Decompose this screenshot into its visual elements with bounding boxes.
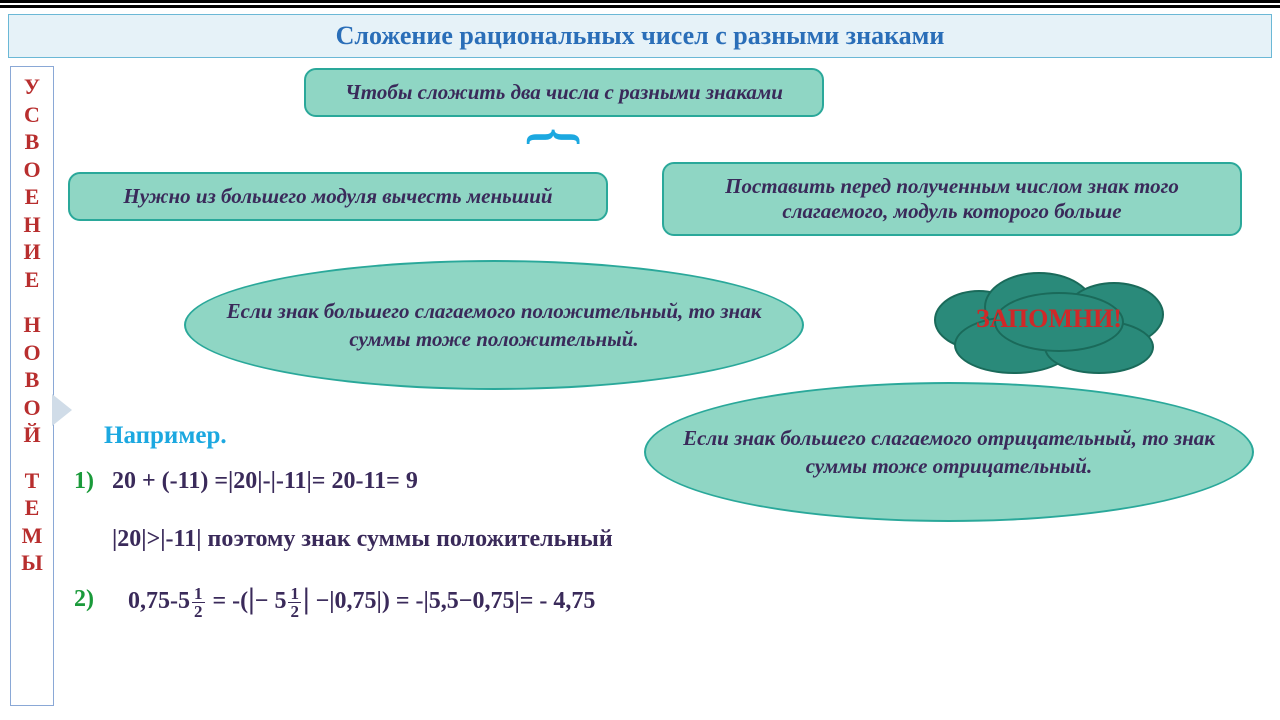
step2-text: Поставить перед полученным числом знак т… [725, 174, 1179, 223]
sidebar-letter: О [23, 394, 40, 422]
ex1-num: 1) [74, 468, 94, 495]
ex2-num: 2) [74, 586, 94, 613]
step1-box: Нужно из большего модуля вычесть меньший [68, 172, 608, 221]
ellipse-negative-text: Если знак большего слагаемого отрицатель… [682, 424, 1216, 481]
sidebar-letter: Е [25, 494, 40, 522]
step2-box: Поставить перед полученным числом знак т… [662, 162, 1242, 236]
content: Чтобы сложить два числа с разными знакам… [54, 66, 1280, 706]
sidebar-letter: И [23, 238, 40, 266]
sidebar-letter: Е [25, 266, 40, 294]
title-bar: Сложение рациональных чисел с разными зн… [8, 14, 1272, 58]
rule-text: Чтобы сложить два числа с разными знакам… [345, 80, 783, 104]
page-title: Сложение рациональных чисел с разными зн… [336, 21, 945, 50]
sidebar-letter: Т [25, 467, 40, 495]
sidebar-letter: Ы [21, 549, 43, 577]
ex1-line1: 20 + (-11) =|20|-|-11|= 20-11= 9 [112, 468, 418, 495]
sidebar-letter: У [24, 73, 40, 101]
ex2-c: − 5 [255, 588, 287, 614]
sidebar-letter: О [23, 156, 40, 184]
sidebar-letter: С [24, 101, 40, 129]
sidebar: УСВОЕНИЕНОВОЙТЕМЫ [10, 66, 54, 706]
frac1: 12 [192, 585, 205, 620]
ellipse-positive-text: Если знак большего слагаемого положитель… [222, 297, 766, 354]
sidebar-letter: М [22, 522, 43, 550]
brace-icon: { [520, 128, 594, 146]
sidebar-letter: Й [23, 421, 40, 449]
ex2-b: = -( [207, 588, 249, 614]
rule-box: Чтобы сложить два числа с разными знакам… [304, 68, 824, 117]
ellipse-negative: Если знак большего слагаемого отрицатель… [644, 382, 1254, 522]
ex2-formula: 0,75-512 = -(|− 512| −|0,75|) = -|5,5−0,… [128, 582, 595, 620]
ex2-d: −|0,75|) = -|5,5−0,75|= - 4,75 [310, 588, 596, 614]
example-heading: Например. [104, 422, 227, 450]
sidebar-letter: О [23, 339, 40, 367]
ex1-line2: |20|>|-11| поэтому знак суммы положитель… [112, 526, 613, 553]
remember-cloud: ЗАПОМНИ! [924, 266, 1174, 376]
sidebar-letter: В [25, 366, 40, 394]
sidebar-letter: Н [23, 311, 40, 339]
sidebar-letter: Н [23, 211, 40, 239]
step1-text: Нужно из большего модуля вычесть меньший [123, 184, 552, 208]
ellipse-positive: Если знак большего слагаемого положитель… [184, 260, 804, 390]
ex2-a: 0,75-5 [128, 588, 190, 614]
top-border [0, 0, 1280, 8]
sidebar-letter: В [25, 128, 40, 156]
frac2: 12 [288, 585, 301, 620]
sidebar-letter: Е [25, 183, 40, 211]
main-area: УСВОЕНИЕНОВОЙТЕМЫ Чтобы сложить два числ… [0, 66, 1280, 706]
cloud-label: ЗАПОМНИ! [924, 304, 1174, 334]
